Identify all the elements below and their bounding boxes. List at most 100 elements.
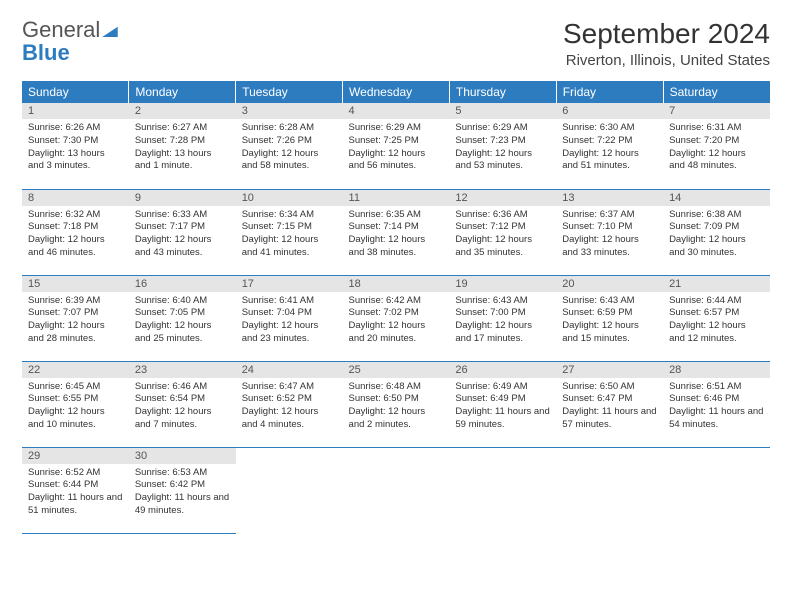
day-details: Sunrise: 6:38 AMSunset: 7:09 PMDaylight:…	[663, 206, 770, 264]
sunrise-line: Sunrise: 6:29 AM	[455, 122, 550, 135]
day-details: Sunrise: 6:32 AMSunset: 7:18 PMDaylight:…	[22, 206, 129, 264]
day-number: 19	[449, 276, 556, 292]
month-title: September 2024	[563, 18, 770, 50]
calendar-week-row: 29Sunrise: 6:52 AMSunset: 6:44 PMDayligh…	[22, 447, 770, 533]
calendar-day-cell: 2Sunrise: 6:27 AMSunset: 7:28 PMDaylight…	[129, 103, 236, 189]
day-details: Sunrise: 6:43 AMSunset: 6:59 PMDaylight:…	[556, 292, 663, 350]
day-number: 21	[663, 276, 770, 292]
day-details: Sunrise: 6:31 AMSunset: 7:20 PMDaylight:…	[663, 119, 770, 177]
day-details: Sunrise: 6:43 AMSunset: 7:00 PMDaylight:…	[449, 292, 556, 350]
sunset-line: Sunset: 6:44 PM	[28, 479, 123, 492]
sunset-line: Sunset: 7:26 PM	[242, 135, 337, 148]
sunset-line: Sunset: 7:10 PM	[562, 221, 657, 234]
sunset-line: Sunset: 7:30 PM	[28, 135, 123, 148]
day-number: 16	[129, 276, 236, 292]
calendar-week-row: 8Sunrise: 6:32 AMSunset: 7:18 PMDaylight…	[22, 189, 770, 275]
logo-triangle-icon	[102, 18, 118, 41]
sunset-line: Sunset: 6:57 PM	[669, 307, 764, 320]
sunrise-line: Sunrise: 6:49 AM	[455, 381, 550, 394]
day-number: 28	[663, 362, 770, 378]
day-number: 20	[556, 276, 663, 292]
daylight-line: Daylight: 12 hours and 58 minutes.	[242, 148, 337, 174]
sunset-line: Sunset: 7:14 PM	[349, 221, 444, 234]
sunrise-line: Sunrise: 6:27 AM	[135, 122, 230, 135]
day-header: Friday	[556, 81, 663, 103]
sunrise-line: Sunrise: 6:35 AM	[349, 209, 444, 222]
sunrise-line: Sunrise: 6:46 AM	[135, 381, 230, 394]
day-details: Sunrise: 6:44 AMSunset: 6:57 PMDaylight:…	[663, 292, 770, 350]
calendar-day-cell: 8Sunrise: 6:32 AMSunset: 7:18 PMDaylight…	[22, 189, 129, 275]
sunrise-line: Sunrise: 6:29 AM	[349, 122, 444, 135]
day-number: 17	[236, 276, 343, 292]
sunrise-line: Sunrise: 6:43 AM	[455, 295, 550, 308]
sunset-line: Sunset: 6:54 PM	[135, 393, 230, 406]
daylight-line: Daylight: 12 hours and 15 minutes.	[562, 320, 657, 346]
day-details: Sunrise: 6:51 AMSunset: 6:46 PMDaylight:…	[663, 378, 770, 436]
sunrise-line: Sunrise: 6:40 AM	[135, 295, 230, 308]
daylight-line: Daylight: 11 hours and 57 minutes.	[562, 406, 657, 432]
daylight-line: Daylight: 12 hours and 51 minutes.	[562, 148, 657, 174]
calendar-empty-cell	[343, 447, 450, 533]
day-number: 22	[22, 362, 129, 378]
sunset-line: Sunset: 7:17 PM	[135, 221, 230, 234]
daylight-line: Daylight: 11 hours and 51 minutes.	[28, 492, 123, 518]
sunrise-line: Sunrise: 6:51 AM	[669, 381, 764, 394]
day-number: 18	[343, 276, 450, 292]
day-number: 29	[22, 448, 129, 464]
day-details: Sunrise: 6:29 AMSunset: 7:23 PMDaylight:…	[449, 119, 556, 177]
day-header: Saturday	[663, 81, 770, 103]
calendar-table: SundayMondayTuesdayWednesdayThursdayFrid…	[22, 81, 770, 534]
daylight-line: Daylight: 13 hours and 3 minutes.	[28, 148, 123, 174]
day-number: 5	[449, 103, 556, 119]
day-header: Wednesday	[343, 81, 450, 103]
day-details: Sunrise: 6:33 AMSunset: 7:17 PMDaylight:…	[129, 206, 236, 264]
day-details: Sunrise: 6:41 AMSunset: 7:04 PMDaylight:…	[236, 292, 343, 350]
calendar-empty-cell	[556, 447, 663, 533]
daylight-line: Daylight: 12 hours and 38 minutes.	[349, 234, 444, 260]
calendar-day-cell: 18Sunrise: 6:42 AMSunset: 7:02 PMDayligh…	[343, 275, 450, 361]
sunrise-line: Sunrise: 6:45 AM	[28, 381, 123, 394]
page-header: GeneralBlue September 2024 Riverton, Ill…	[22, 18, 770, 69]
day-details: Sunrise: 6:40 AMSunset: 7:05 PMDaylight:…	[129, 292, 236, 350]
sunrise-line: Sunrise: 6:32 AM	[28, 209, 123, 222]
sunrise-line: Sunrise: 6:48 AM	[349, 381, 444, 394]
sunset-line: Sunset: 6:47 PM	[562, 393, 657, 406]
logo-text-blue: Blue	[22, 40, 70, 65]
daylight-line: Daylight: 12 hours and 23 minutes.	[242, 320, 337, 346]
sunrise-line: Sunrise: 6:53 AM	[135, 467, 230, 480]
day-details: Sunrise: 6:34 AMSunset: 7:15 PMDaylight:…	[236, 206, 343, 264]
calendar-day-cell: 20Sunrise: 6:43 AMSunset: 6:59 PMDayligh…	[556, 275, 663, 361]
sunrise-line: Sunrise: 6:39 AM	[28, 295, 123, 308]
calendar-head: SundayMondayTuesdayWednesdayThursdayFrid…	[22, 81, 770, 103]
calendar-week-row: 22Sunrise: 6:45 AMSunset: 6:55 PMDayligh…	[22, 361, 770, 447]
calendar-day-cell: 14Sunrise: 6:38 AMSunset: 7:09 PMDayligh…	[663, 189, 770, 275]
sunset-line: Sunset: 7:22 PM	[562, 135, 657, 148]
sunset-line: Sunset: 7:05 PM	[135, 307, 230, 320]
calendar-day-cell: 7Sunrise: 6:31 AMSunset: 7:20 PMDaylight…	[663, 103, 770, 189]
calendar-empty-cell	[449, 447, 556, 533]
day-number: 26	[449, 362, 556, 378]
day-details: Sunrise: 6:53 AMSunset: 6:42 PMDaylight:…	[129, 464, 236, 522]
sunrise-line: Sunrise: 6:37 AM	[562, 209, 657, 222]
day-number: 1	[22, 103, 129, 119]
location-text: Riverton, Illinois, United States	[563, 52, 770, 69]
day-header: Sunday	[22, 81, 129, 103]
day-details: Sunrise: 6:48 AMSunset: 6:50 PMDaylight:…	[343, 378, 450, 436]
day-number: 2	[129, 103, 236, 119]
daylight-line: Daylight: 12 hours and 56 minutes.	[349, 148, 444, 174]
sunrise-line: Sunrise: 6:38 AM	[669, 209, 764, 222]
day-number: 15	[22, 276, 129, 292]
daylight-line: Daylight: 12 hours and 10 minutes.	[28, 406, 123, 432]
calendar-day-cell: 24Sunrise: 6:47 AMSunset: 6:52 PMDayligh…	[236, 361, 343, 447]
calendar-day-cell: 16Sunrise: 6:40 AMSunset: 7:05 PMDayligh…	[129, 275, 236, 361]
calendar-day-cell: 5Sunrise: 6:29 AMSunset: 7:23 PMDaylight…	[449, 103, 556, 189]
day-details: Sunrise: 6:52 AMSunset: 6:44 PMDaylight:…	[22, 464, 129, 522]
day-details: Sunrise: 6:37 AMSunset: 7:10 PMDaylight:…	[556, 206, 663, 264]
day-number: 24	[236, 362, 343, 378]
day-number: 9	[129, 190, 236, 206]
calendar-day-cell: 4Sunrise: 6:29 AMSunset: 7:25 PMDaylight…	[343, 103, 450, 189]
daylight-line: Daylight: 12 hours and 43 minutes.	[135, 234, 230, 260]
sunrise-line: Sunrise: 6:42 AM	[349, 295, 444, 308]
day-details: Sunrise: 6:28 AMSunset: 7:26 PMDaylight:…	[236, 119, 343, 177]
calendar-day-cell: 29Sunrise: 6:52 AMSunset: 6:44 PMDayligh…	[22, 447, 129, 533]
